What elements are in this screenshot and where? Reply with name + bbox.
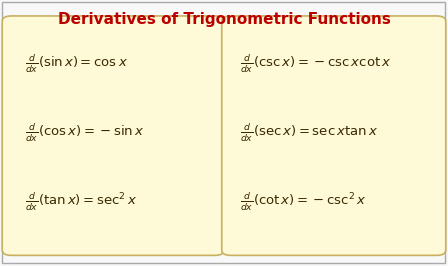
Text: $\frac{d}{dx}(\tan x) = \sec^2 x$: $\frac{d}{dx}(\tan x) = \sec^2 x$ [25, 191, 137, 213]
FancyBboxPatch shape [2, 16, 224, 255]
FancyBboxPatch shape [222, 16, 446, 255]
Text: $\frac{d}{dx}(\sin x) = \cos x$: $\frac{d}{dx}(\sin x) = \cos x$ [25, 53, 128, 75]
Text: $\frac{d}{dx}(\csc x) = -\csc x \cot x$: $\frac{d}{dx}(\csc x) = -\csc x \cot x$ [240, 53, 391, 75]
Text: $\frac{d}{dx}(\sec x) = \sec x \tan x$: $\frac{d}{dx}(\sec x) = \sec x \tan x$ [240, 122, 378, 144]
Text: $\frac{d}{dx}(\cos x) = -\sin x$: $\frac{d}{dx}(\cos x) = -\sin x$ [25, 122, 144, 144]
Text: $\frac{d}{dx}(\cot x) = -\csc^2 x$: $\frac{d}{dx}(\cot x) = -\csc^2 x$ [240, 191, 366, 213]
Text: Derivatives of Trigonometric Functions: Derivatives of Trigonometric Functions [57, 12, 391, 27]
